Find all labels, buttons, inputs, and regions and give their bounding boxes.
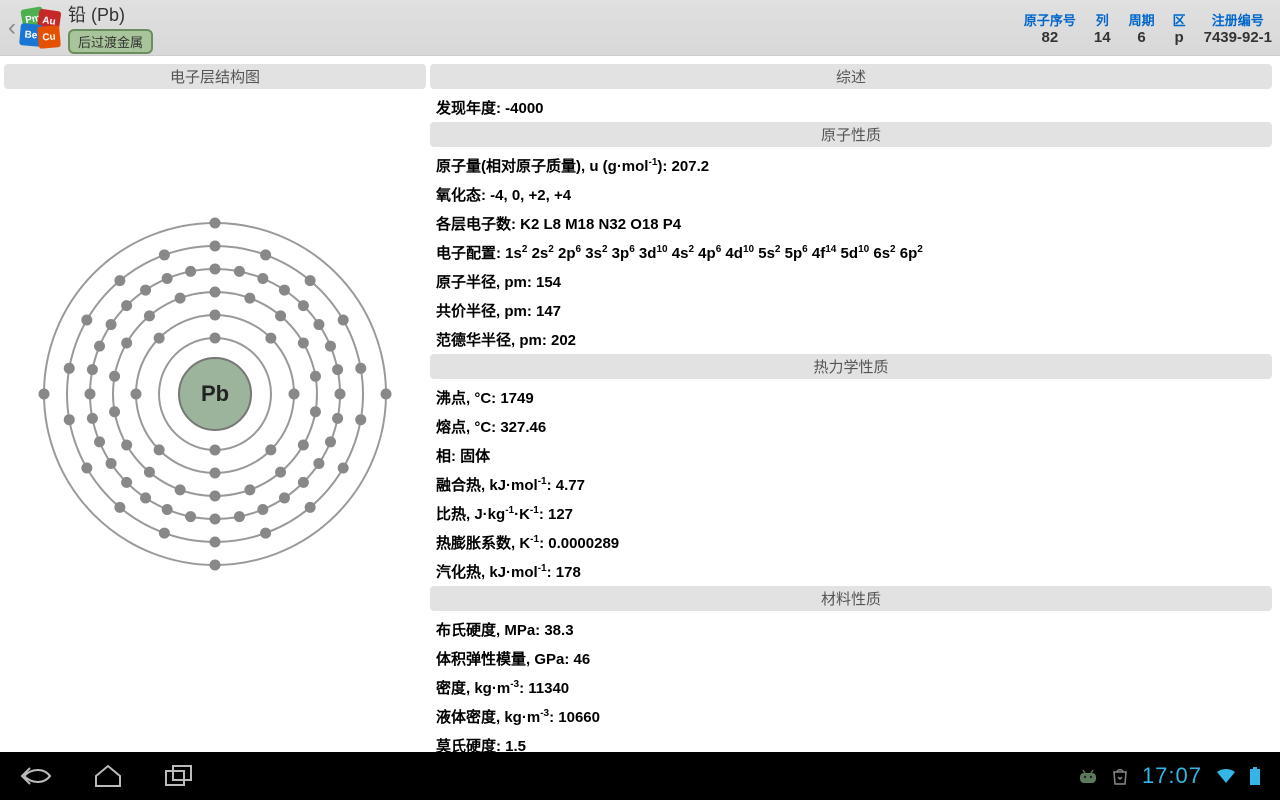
header-stat[interactable]: 区p — [1173, 10, 1186, 46]
element-title: 铅 (Pb) — [68, 1, 153, 27]
right-column[interactable]: 综述 发现年度: -4000原子性质原子量(相对原子质量), u (g·mol-… — [430, 64, 1280, 752]
section-header: 热力学性质 — [430, 354, 1272, 379]
atom-diagram: Pb — [4, 209, 426, 579]
wifi-icon — [1216, 768, 1236, 784]
header-stat[interactable]: 周期6 — [1129, 10, 1155, 46]
property-row: 汽化热, kJ·mol-1: 178 — [430, 557, 1272, 586]
property-row: 沸点, °C: 1749 — [430, 383, 1272, 412]
property-row: 原子量(相对原子质量), u (g·mol-1): 207.2 — [430, 151, 1272, 180]
home-icon[interactable] — [92, 760, 124, 792]
battery-icon — [1250, 767, 1260, 785]
property-row: 原子半径, pm: 154 — [430, 267, 1272, 296]
property-row: 电子配置: 1s2 2s2 2p6 3s2 3p6 3d10 4s2 4p6 4… — [430, 238, 1272, 267]
property-row: 氧化态: -4, 0, +2, +4 — [430, 180, 1272, 209]
header-stats: 原子序号82 列14 周期6 区p 注册编号7439-92-1 — [1024, 10, 1272, 46]
property-row: 密度, kg·m-3: 11340 — [430, 673, 1272, 702]
properties-container: 发现年度: -4000原子性质原子量(相对原子质量), u (g·mol-1):… — [430, 93, 1272, 752]
section-header: 材料性质 — [430, 586, 1272, 611]
header-stat[interactable]: 注册编号7439-92-1 — [1204, 10, 1272, 46]
property-row: 发现年度: -4000 — [430, 93, 1272, 122]
content-area: 电子层结构图 Pb 综述 发现年度: -4000原子性质原子量(相对原子质量),… — [0, 56, 1280, 752]
system-navbar: 17:07 — [0, 752, 1280, 800]
app-header: ‹ PmAuBeCu 铅 (Pb) 后过渡金属 原子序号82 列14 周期6 区p 注册… — [0, 0, 1280, 56]
recent-apps-icon[interactable] — [164, 760, 196, 792]
property-row: 共价半径, pm: 147 — [430, 296, 1272, 325]
clock: 17:07 — [1142, 763, 1202, 789]
property-row: 布氏硬度, MPa: 38.3 — [430, 615, 1272, 644]
section-header: 原子性质 — [430, 122, 1272, 147]
property-row: 熔点, °C: 327.46 — [430, 412, 1272, 441]
header-stat[interactable]: 列14 — [1094, 10, 1111, 46]
left-column: 电子层结构图 Pb — [0, 64, 430, 752]
property-row: 相: 固体 — [430, 441, 1272, 470]
overview-section-header: 综述 — [430, 64, 1272, 89]
property-row: 比热, J·kg-1·K-1: 127 — [430, 499, 1272, 528]
property-row: 莫氏硬度: 1.5 — [430, 731, 1272, 752]
title-block: 铅 (Pb) 后过渡金属 — [68, 1, 153, 54]
svg-text:Pb: Pb — [201, 381, 229, 406]
property-row: 融合热, kJ·mol-1: 4.77 — [430, 470, 1272, 499]
property-row: 液体密度, kg·m-3: 10660 — [430, 702, 1272, 731]
property-row: 体积弹性模量, GPa: 46 — [430, 644, 1272, 673]
app-icon[interactable]: PmAuBeCu — [20, 8, 60, 48]
property-row: 范德华半径, pm: 202 — [430, 325, 1272, 354]
category-badge: 后过渡金属 — [68, 29, 153, 54]
header-stat[interactable]: 原子序号82 — [1024, 10, 1076, 46]
property-row: 热膨胀系数, K-1: 0.0000289 — [430, 528, 1272, 557]
status-area[interactable]: 17:07 — [1078, 763, 1260, 789]
back-chevron-icon[interactable]: ‹ — [8, 14, 16, 42]
android-icon — [1078, 769, 1098, 783]
property-row: 各层电子数: K2 L8 M18 N32 O18 P4 — [430, 209, 1272, 238]
back-icon[interactable] — [20, 760, 52, 792]
bag-icon — [1112, 767, 1128, 785]
nav-buttons — [20, 760, 196, 792]
left-section-header: 电子层结构图 — [4, 64, 426, 89]
